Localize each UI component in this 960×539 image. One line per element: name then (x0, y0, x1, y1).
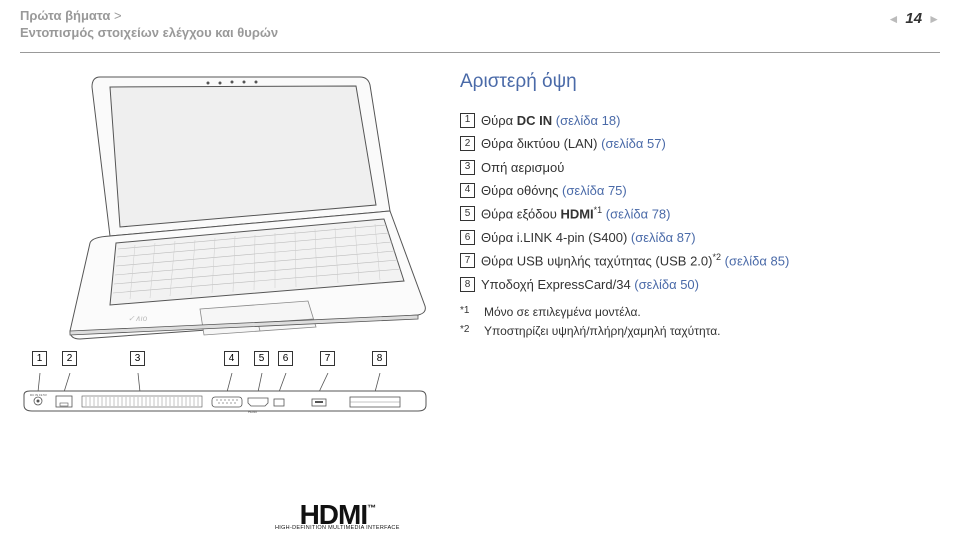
callout-number-box: 8 (372, 351, 387, 366)
port-list-item: 5 Θύρα εξόδου HDMI*1 (σελίδα 78) (460, 202, 940, 226)
item-number-box: 6 (460, 230, 475, 245)
section-title: Αριστερή όψη (460, 71, 940, 93)
footnote-item: *1 Μόνο σε επιλεγμένα μοντέλα. (460, 303, 940, 322)
chevron-right-icon: > (114, 8, 122, 23)
item-number-box: 8 (460, 277, 475, 292)
footnote-item: *2 Υποστηρίζει υψηλή/πλήρη/χαμηλή ταχύτητ… (460, 322, 940, 341)
item-number-box: 3 (460, 160, 475, 175)
port-list-item: 4 Θύρα οθόνης (σελίδα 75) (460, 179, 940, 202)
callout-number-box: 3 (130, 351, 145, 366)
hdmi-tm: ™ (367, 503, 375, 513)
port-list-item: 1 Θύρα DC IN (σελίδα 18) (460, 109, 940, 132)
page-number: 14 (905, 10, 922, 27)
item-text: Θύρα οθόνης (σελίδα 75) (481, 179, 627, 202)
prev-page-arrow-icon[interactable]: ◄ (888, 12, 900, 26)
page-link[interactable]: (σελίδα 57) (601, 136, 666, 151)
item-text: Θύρα DC IN (σελίδα 18) (481, 109, 620, 132)
page-link[interactable]: (σελίδα 78) (606, 207, 671, 222)
next-page-arrow-icon[interactable]: ► (928, 12, 940, 26)
item-number-box: 4 (460, 183, 475, 198)
item-text: Οπή αερισμού (481, 156, 564, 179)
port-list-item: 3 Οπή αερισμού (460, 156, 940, 179)
item-text: Θύρα USB υψηλής ταχύτητας (USB 2.0)*2 (σ… (481, 249, 789, 273)
callout-number-box: 5 (254, 351, 269, 366)
port-list-item: 8 Υποδοχή ExpressCard/34 (σελίδα 50) (460, 273, 940, 296)
callout-number-box: 1 (32, 351, 47, 366)
item-text: Θύρα δικτύου (LAN) (σελίδα 57) (481, 132, 666, 155)
footnote-text: Μόνο σε επιλεγμένα μοντέλα. (484, 303, 641, 322)
footnote-list: *1 Μόνο σε επιλεγμένα μοντέλα. *2 Υποστηρίζ… (460, 303, 940, 341)
page-link[interactable]: (σελίδα 85) (725, 254, 790, 269)
callout-number-box: 7 (320, 351, 335, 366)
port-list-item: 6 Θύρα i.LINK 4-pin (S400) (σελίδα 87) (460, 226, 940, 249)
footnote-mark: *1 (460, 303, 474, 322)
item-number-box: 2 (460, 136, 475, 151)
item-number-box: 1 (460, 113, 475, 128)
svg-text:✓∧ıo: ✓∧ıo (128, 314, 148, 323)
port-list-item: 2 Θύρα δικτύου (LAN) (σελίδα 57) (460, 132, 940, 155)
page-nav: ◄ 14 ► (888, 10, 940, 27)
footnote-text: Υποστηρίζει υψηλή/πλήρη/χαμηλή ταχύτητα. (484, 322, 720, 341)
item-text: Θύρα εξόδου HDMI*1 (σελίδα 78) (481, 202, 671, 226)
hdmi-subtitle: HIGH-DEFINITION MULTIMEDIA INTERFACE (275, 525, 400, 531)
hdmi-logo: HDMI™ HIGH-DEFINITION MULTIMEDIA INTERFA… (275, 499, 400, 531)
svg-text:DC IN 19.5V: DC IN 19.5V (30, 393, 47, 397)
page-link[interactable]: (σελίδα 75) (562, 183, 627, 198)
page-link[interactable]: (σελίδα 50) (634, 277, 699, 292)
side-view-illustration: 12 3 456 7 8 DC IN 19.5V (20, 351, 430, 420)
footnote-mark: *2 (460, 322, 474, 341)
page-link[interactable]: (σελίδα 87) (631, 230, 696, 245)
breadcrumb: Πρώτα βήματα > Εντοπισμός στοιχείων ελέγ… (0, 0, 960, 48)
page-link[interactable]: (σελίδα 18) (556, 113, 621, 128)
callout-number-box: 6 (278, 351, 293, 366)
item-text: Θύρα i.LINK 4-pin (S400) (σελίδα 87) (481, 226, 696, 249)
item-number-box: 5 (460, 206, 475, 221)
svg-text:HDMI: HDMI (248, 410, 257, 414)
port-list-item: 7 Θύρα USB υψηλής ταχύτητας (USB 2.0)*2 (… (460, 249, 940, 273)
item-number-box: 7 (460, 253, 475, 268)
callout-number-box: 2 (62, 351, 77, 366)
breadcrumb-level1: Πρώτα βήματα (20, 8, 110, 23)
port-list: 1 Θύρα DC IN (σελίδα 18) 2 Θύρα δικτύου (LA… (460, 109, 940, 297)
breadcrumb-level2: Εντοπισμός στοιχείων ελέγχου και θυρών (20, 25, 940, 42)
laptop-illustration: ✓∧ıo (20, 71, 430, 341)
callout-number-box: 4 (224, 351, 239, 366)
item-text: Υποδοχή ExpressCard/34 (σελίδα 50) (481, 273, 699, 296)
